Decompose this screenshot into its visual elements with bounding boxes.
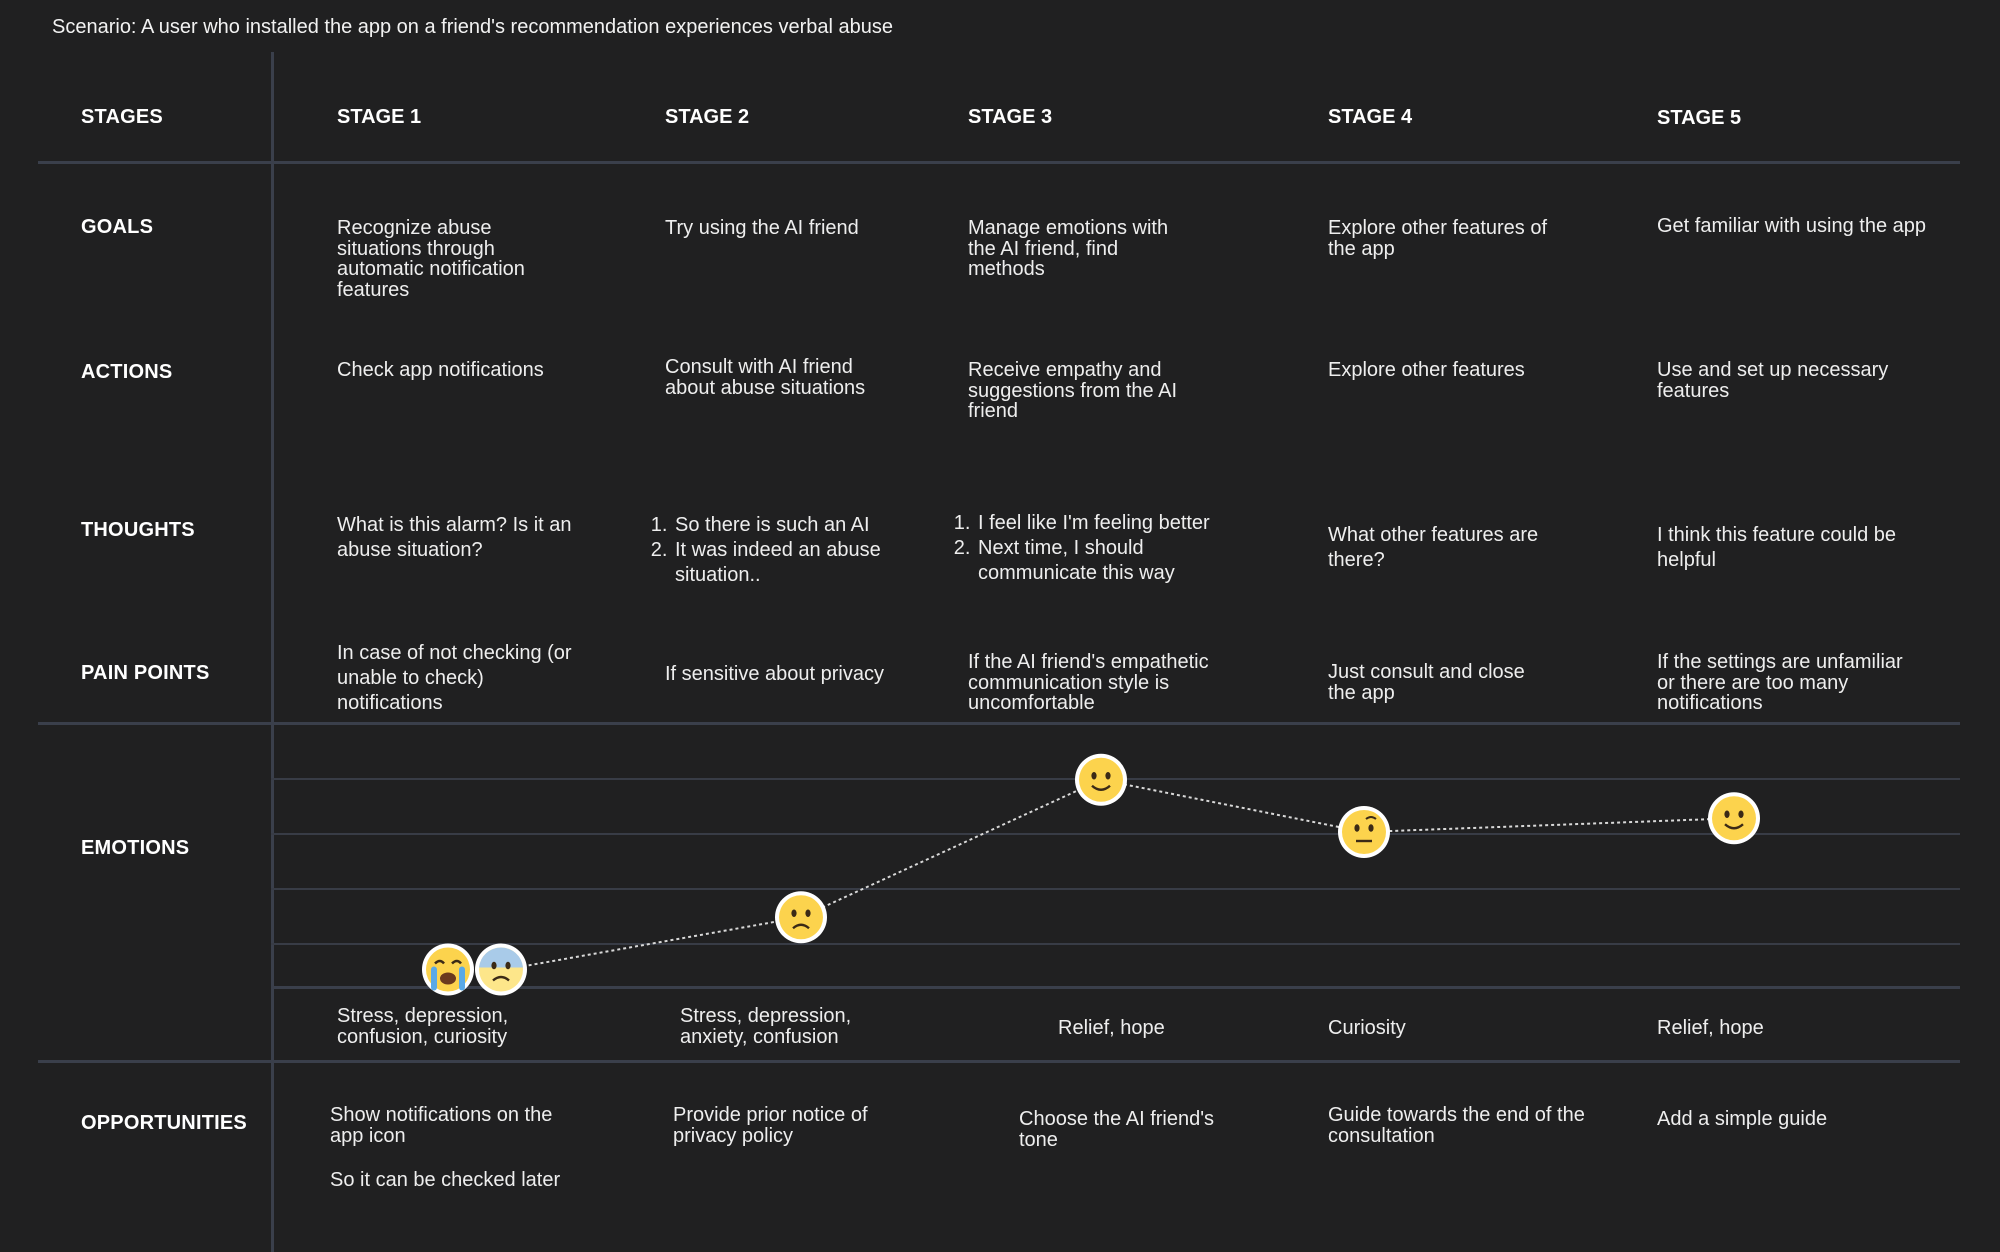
pain-point-stage-3: If the AI friend's empathetic communicat… bbox=[968, 651, 1209, 714]
thought-item: Next time, I should communicate this way bbox=[976, 536, 1256, 586]
opportunity-stage-3: Choose the AI friend's tone bbox=[1019, 1108, 1215, 1151]
label-column-divider bbox=[271, 52, 274, 1252]
row-label-thoughts: THOUGHTS bbox=[81, 519, 195, 541]
frowning-face-icon bbox=[775, 891, 827, 944]
emotion-grid-line bbox=[271, 833, 1960, 835]
row-label-pain-points: PAIN POINTS bbox=[81, 662, 210, 684]
thought-stage-5: I think this feature could be helpful bbox=[1657, 524, 1897, 571]
opportunity-stage-4: Guide towards the end of the consultatio… bbox=[1328, 1104, 1585, 1147]
row-label-actions: ACTIONS bbox=[81, 361, 173, 383]
slightly-smiling-face-icon bbox=[1075, 753, 1127, 806]
anxious-sweat-face-icon bbox=[475, 943, 527, 996]
thought-item: It was indeed an abuse situation.. bbox=[673, 538, 953, 588]
emotion-grid-line bbox=[271, 888, 1960, 890]
stage-3-header: STAGE 3 bbox=[968, 106, 1053, 128]
action-stage-3: Receive empathy and suggestions from the… bbox=[968, 359, 1178, 422]
slightly-smiling-face-icon bbox=[1708, 792, 1760, 845]
thought-stage-1: What is this alarm? Is it an abuse situa… bbox=[337, 514, 572, 561]
thought-list-stage-3: I feel like I'm feeling better Next time… bbox=[946, 511, 1256, 586]
raised-eyebrow-face-icon bbox=[1338, 806, 1390, 858]
opportunity-stage-1-note: So it can be checked later bbox=[330, 1169, 561, 1191]
goal-stage-4: Explore other features of the app bbox=[1328, 217, 1548, 260]
action-stage-1: Check app notifications bbox=[337, 359, 544, 381]
thought-item: So there is such an AI bbox=[673, 513, 953, 538]
goal-stage-5: Get familiar with using the app bbox=[1657, 215, 1927, 237]
emotion-label-stage-1: Stress, depression, confusion, curiosity bbox=[337, 1005, 509, 1048]
row-label-opportunities: OPPORTUNITIES bbox=[81, 1112, 247, 1134]
row-label-emotions: EMOTIONS bbox=[81, 837, 190, 859]
emotion-grid-line bbox=[271, 943, 1960, 945]
opportunity-stage-5: Add a simple guide bbox=[1657, 1108, 1828, 1130]
thought-item: I feel like I'm feeling better bbox=[976, 511, 1256, 536]
emotion-label-stage-5: Relief, hope bbox=[1657, 1017, 1764, 1039]
opportunities-top-divider bbox=[38, 1060, 1960, 1063]
stage-5-header: STAGE 5 bbox=[1657, 107, 1742, 129]
goal-stage-1: Recognize abuse situations through autom… bbox=[337, 217, 525, 301]
emotions-top-divider bbox=[38, 722, 1960, 725]
row-label-goals: GOALS bbox=[81, 216, 154, 238]
pain-point-stage-2: If sensitive about privacy bbox=[665, 663, 884, 685]
scenario-text: Scenario: A user who installed the app o… bbox=[52, 16, 893, 38]
emotion-label-stage-4: Curiosity bbox=[1328, 1017, 1406, 1039]
pain-point-stage-5: If the settings are unfamiliar or there … bbox=[1657, 651, 1903, 714]
emotion-label-stage-2: Stress, depression, anxiety, confusion bbox=[680, 1005, 852, 1048]
stage-1-header: STAGE 1 bbox=[337, 106, 422, 128]
emotion-chart-baseline bbox=[271, 986, 1960, 989]
thought-stage-4: What other features are there? bbox=[1328, 524, 1539, 571]
emotion-trend-line bbox=[504, 778, 1735, 971]
crying-face-icon bbox=[422, 943, 474, 996]
pain-point-stage-4: Just consult and close the app bbox=[1328, 661, 1525, 704]
goal-stage-3: Manage emotions with the AI friend, find… bbox=[968, 217, 1169, 280]
action-stage-5: Use and set up necessary features bbox=[1657, 359, 1889, 402]
stage-2-header: STAGE 2 bbox=[665, 106, 750, 128]
action-stage-4: Explore other features bbox=[1328, 359, 1525, 381]
opportunity-stage-1: Show notifications on the app icon bbox=[330, 1104, 553, 1147]
stage-4-header: STAGE 4 bbox=[1328, 106, 1413, 128]
opportunity-stage-2: Provide prior notice of privacy policy bbox=[673, 1104, 868, 1147]
pain-point-stage-1: In case of not checking (or unable to ch… bbox=[337, 642, 572, 714]
goal-stage-2: Try using the AI friend bbox=[665, 217, 859, 239]
header-divider bbox=[38, 161, 1960, 164]
row-label-stages: STAGES bbox=[81, 106, 163, 128]
emotion-label-stage-3: Relief, hope bbox=[1058, 1017, 1165, 1039]
thought-list-stage-2: So there is such an AI It was indeed an … bbox=[643, 513, 953, 588]
action-stage-2: Consult with AI friend about abuse situa… bbox=[665, 356, 866, 399]
